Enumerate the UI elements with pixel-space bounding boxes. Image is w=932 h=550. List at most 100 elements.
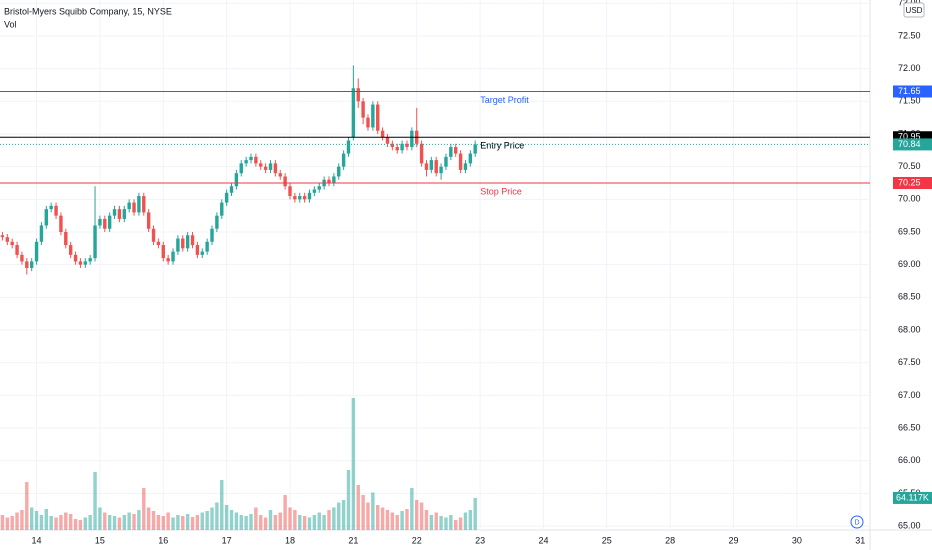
chart-title: Bristol-Myers Squibb Company, 15, NYSE xyxy=(4,6,172,16)
candle-body xyxy=(64,231,68,246)
candle-body xyxy=(210,228,214,242)
volume-bar xyxy=(210,507,214,530)
y-tick-label: 66.00 xyxy=(898,455,921,465)
candle-body xyxy=(122,209,126,219)
candle-body xyxy=(376,104,380,131)
candle-body xyxy=(434,160,438,174)
y-tick-label: 72.00 xyxy=(898,63,921,73)
candle-body xyxy=(278,173,282,177)
x-tick-label: 29 xyxy=(729,535,739,545)
candle-body xyxy=(463,163,468,170)
volume-bar xyxy=(15,512,19,530)
volume-bar xyxy=(20,510,24,530)
volume-bar xyxy=(132,514,136,530)
y-tick-label: 65.00 xyxy=(898,520,921,530)
volume-bar xyxy=(83,517,87,530)
volume-bar xyxy=(263,517,268,530)
level-name: Target Profit xyxy=(480,95,529,105)
level-price-box xyxy=(893,85,932,98)
x-tick-label: 24 xyxy=(538,535,548,545)
candle-body xyxy=(166,258,170,262)
candle-body xyxy=(83,261,87,265)
volume-bar xyxy=(176,515,180,530)
last-volume-box xyxy=(893,491,932,504)
candle-body xyxy=(400,143,404,151)
candle-body xyxy=(181,238,185,249)
volume-bar xyxy=(78,520,83,530)
y-tick-label: 69.50 xyxy=(898,226,921,236)
candle-body xyxy=(458,153,463,170)
candle-body xyxy=(366,117,370,128)
volume-bar xyxy=(332,507,336,530)
candle-body xyxy=(142,196,146,213)
volume-bar xyxy=(220,480,224,530)
volume-bar xyxy=(205,511,209,530)
volume-bar xyxy=(356,485,360,530)
candle-body xyxy=(361,101,365,118)
volume-bar xyxy=(283,495,287,530)
candle-body xyxy=(410,130,414,148)
x-tick-label: 15 xyxy=(95,535,105,545)
volume-bar xyxy=(98,507,102,530)
volume-bar xyxy=(273,515,278,530)
candle-body xyxy=(20,254,24,262)
volume-bar xyxy=(278,512,282,530)
level-price-box xyxy=(893,176,932,189)
volume-bar xyxy=(434,512,438,530)
level-price-label: 71.65 xyxy=(898,86,921,96)
candle-body xyxy=(59,215,63,232)
candle-body xyxy=(346,140,351,154)
volume-bar xyxy=(473,497,477,530)
candle-body xyxy=(29,261,34,268)
candle-body xyxy=(239,163,243,174)
last-price-label: 70.84 xyxy=(898,139,921,149)
candle-body xyxy=(200,251,204,255)
volume-bar xyxy=(337,502,341,530)
volume-bar xyxy=(161,516,165,530)
volume-bar xyxy=(68,514,73,530)
level-name: Stop Price xyxy=(480,186,522,196)
volume-bar xyxy=(395,515,399,530)
volume-bar xyxy=(400,511,404,530)
level-price-label: 70.95 xyxy=(898,132,921,142)
volume-bar xyxy=(0,515,5,530)
volume-bar xyxy=(376,505,380,530)
volume-bar xyxy=(137,510,141,530)
candle-body xyxy=(137,196,141,213)
dividend-icon[interactable] xyxy=(850,515,864,529)
x-tick-label: 17 xyxy=(222,535,232,545)
candle-body xyxy=(195,245,200,255)
volume-title: Vol xyxy=(4,19,17,29)
candle-body xyxy=(68,245,73,255)
candle-body xyxy=(351,88,356,138)
volume-bar xyxy=(5,517,10,530)
candle-body xyxy=(25,261,29,268)
volume-bar xyxy=(429,515,434,530)
y-tick-label: 67.00 xyxy=(898,390,921,400)
candle-body xyxy=(146,212,151,229)
volume-bar xyxy=(341,500,346,530)
candle-body xyxy=(205,241,209,252)
volume-bar xyxy=(385,510,390,530)
candle-body xyxy=(249,156,253,161)
y-tick-label: 67.50 xyxy=(898,357,921,367)
level-price-label: 70.25 xyxy=(898,177,921,187)
volume-bar xyxy=(93,472,97,530)
volume-bar xyxy=(463,512,468,530)
volume-bar xyxy=(39,515,44,530)
volume-bar xyxy=(244,516,248,530)
candle-body xyxy=(419,143,424,164)
volume-bar xyxy=(25,482,29,530)
candle-body xyxy=(244,160,248,164)
currency-box[interactable] xyxy=(903,2,925,18)
volume-bar xyxy=(268,510,273,530)
volume-bar xyxy=(293,510,297,530)
volume-bar xyxy=(366,502,370,530)
volume-bar xyxy=(288,507,292,530)
candle-body xyxy=(190,235,195,246)
candle-body xyxy=(54,205,58,216)
candle-body xyxy=(98,218,102,226)
candle-body xyxy=(49,205,53,210)
candle-body xyxy=(88,258,92,262)
